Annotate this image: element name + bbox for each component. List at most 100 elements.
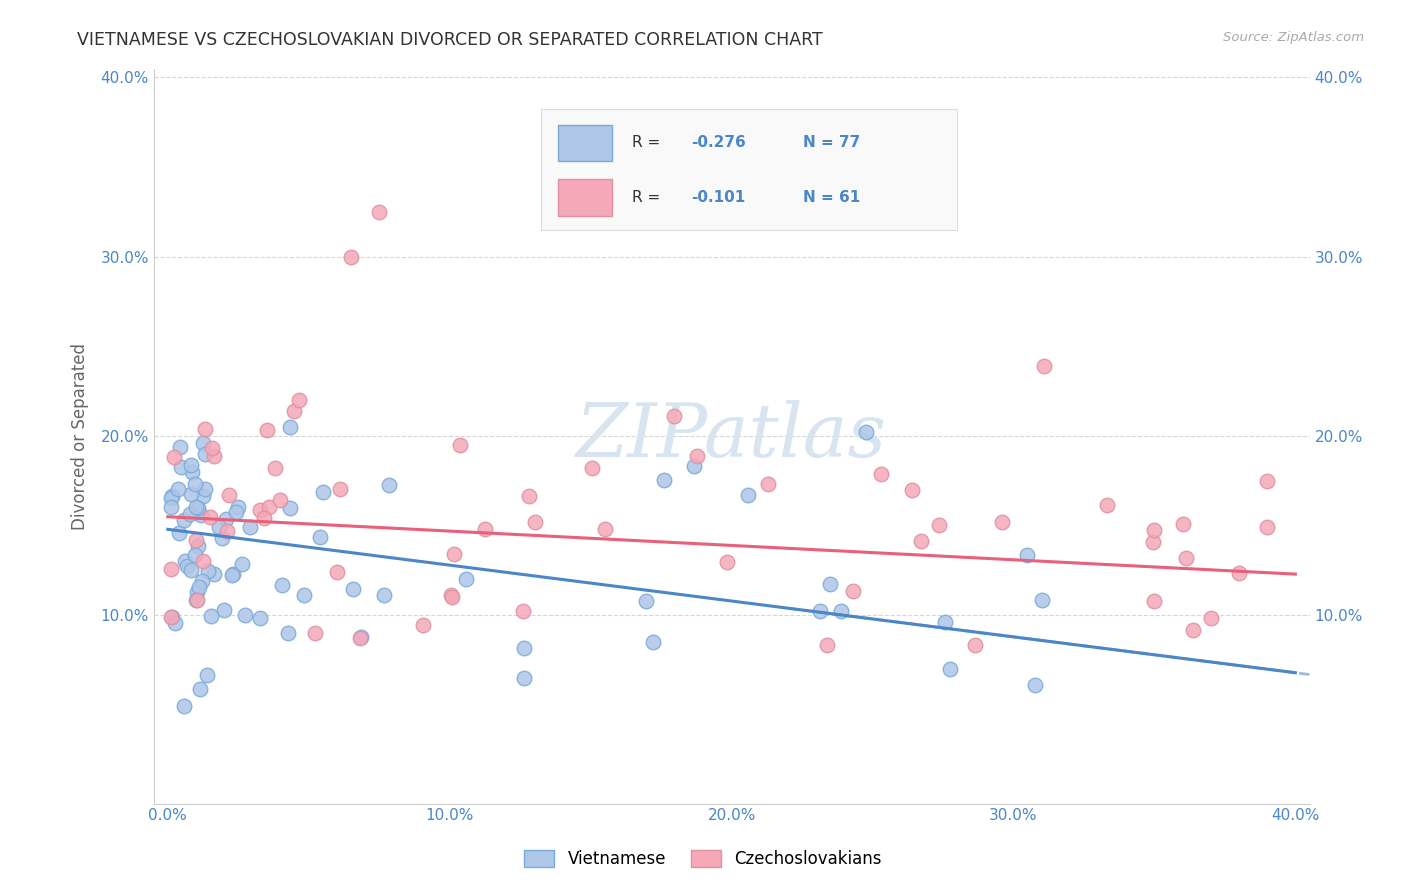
Point	[373, 587, 395, 601]
Point	[449, 438, 471, 452]
Point	[160, 610, 183, 624]
Point	[176, 559, 198, 574]
Point	[643, 635, 665, 649]
Point	[184, 533, 207, 547]
Point	[180, 458, 202, 473]
Point	[222, 566, 245, 581]
Point	[191, 574, 214, 588]
Point	[934, 615, 956, 629]
Point	[756, 477, 779, 491]
Point	[513, 641, 536, 656]
Point	[288, 393, 311, 408]
Point	[311, 485, 333, 500]
Point	[194, 422, 217, 436]
Point	[368, 205, 391, 219]
Point	[1227, 566, 1250, 581]
Point	[1015, 548, 1038, 562]
Point	[269, 493, 291, 508]
Point	[523, 515, 546, 529]
Point	[233, 608, 256, 623]
Point	[208, 519, 231, 533]
Point	[513, 671, 536, 685]
Point	[963, 639, 986, 653]
Point	[737, 488, 759, 502]
Point	[200, 441, 222, 455]
Point	[830, 604, 852, 618]
Point	[412, 618, 434, 632]
Point	[1256, 519, 1278, 533]
Point	[211, 532, 233, 546]
Point	[283, 404, 305, 418]
Point	[652, 474, 675, 488]
Point	[340, 250, 363, 264]
Point	[160, 490, 183, 504]
Point	[169, 525, 191, 540]
Point	[167, 482, 190, 496]
Point	[253, 511, 276, 525]
Point	[808, 604, 831, 618]
Y-axis label: Divorced or Separated: Divorced or Separated	[72, 343, 89, 530]
Point	[1143, 523, 1166, 537]
Point	[662, 409, 685, 423]
Point	[218, 488, 240, 502]
Point	[1181, 623, 1204, 637]
Point	[1097, 498, 1119, 512]
Point	[184, 548, 207, 562]
Point	[217, 524, 239, 539]
Point	[1199, 611, 1222, 625]
Text: Source: ZipAtlas.com: Source: ZipAtlas.com	[1223, 31, 1364, 45]
Point	[170, 459, 193, 474]
Point	[191, 554, 214, 568]
Point	[270, 578, 292, 592]
Point	[184, 500, 207, 515]
Point	[194, 482, 217, 496]
Point	[342, 582, 364, 596]
Point	[329, 482, 352, 496]
Point	[173, 698, 195, 713]
Point	[685, 449, 707, 463]
Point	[277, 625, 299, 640]
Point	[349, 631, 371, 645]
Point	[1024, 678, 1046, 692]
Point	[377, 478, 399, 492]
Point	[179, 507, 201, 521]
Point	[180, 563, 202, 577]
Point	[517, 489, 540, 503]
Point	[928, 517, 950, 532]
Point	[188, 580, 211, 594]
Point	[716, 555, 738, 569]
Point	[159, 500, 181, 515]
Point	[200, 608, 222, 623]
Point	[683, 458, 706, 473]
Point	[160, 491, 183, 505]
Point	[1174, 551, 1197, 566]
Point	[191, 489, 214, 503]
Point	[456, 572, 478, 586]
Point	[257, 500, 280, 515]
Point	[188, 681, 211, 696]
Point	[326, 565, 349, 579]
Point	[1032, 359, 1054, 373]
Point	[194, 447, 217, 461]
Point	[1171, 517, 1194, 532]
Point	[187, 539, 209, 553]
Point	[855, 425, 877, 439]
Point	[184, 476, 207, 491]
Point	[180, 487, 202, 501]
Point	[264, 460, 287, 475]
Point	[512, 604, 534, 618]
Point	[818, 576, 841, 591]
Point	[815, 638, 838, 652]
Point	[474, 523, 496, 537]
Point	[842, 584, 865, 599]
Point	[197, 564, 219, 578]
Point	[186, 585, 208, 599]
Point	[249, 503, 271, 517]
Point	[173, 513, 195, 527]
Point	[581, 461, 603, 475]
Point	[186, 593, 208, 607]
Point	[159, 562, 181, 576]
Point	[184, 592, 207, 607]
Point	[1143, 594, 1166, 608]
Point	[1031, 593, 1053, 607]
